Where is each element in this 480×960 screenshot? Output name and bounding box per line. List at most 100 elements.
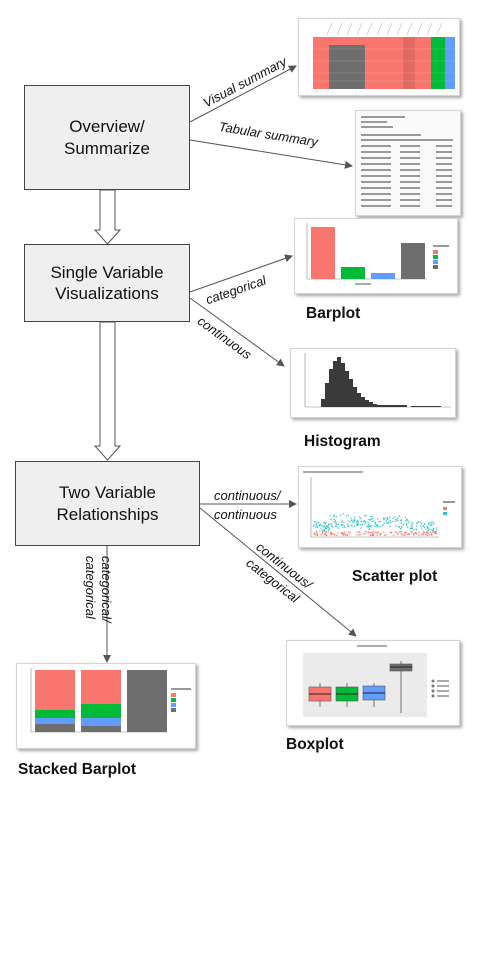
scatter-point: [316, 531, 318, 534]
scatter-point: [313, 524, 315, 526]
scatter-point: [358, 531, 360, 533]
scatter-point: [432, 531, 434, 533]
scatter-point: [346, 534, 349, 536]
scatter-point: [357, 520, 359, 522]
scatter-point: [327, 523, 329, 525]
scatter-point: [363, 533, 365, 535]
scatter-point: [360, 527, 362, 529]
scatter-point: [324, 527, 327, 529]
scatter-point: [408, 534, 411, 536]
scatter-point: [352, 521, 354, 523]
scatter-point: [427, 532, 429, 534]
scatter-point: [356, 534, 358, 536]
scatter-point: [427, 529, 430, 531]
scatter-point: [368, 525, 371, 527]
scatter-point: [400, 530, 402, 532]
scatter-point: [425, 528, 427, 530]
scatter-point: [321, 532, 323, 535]
scatter-point: [427, 525, 429, 527]
scatter-point: [333, 521, 335, 523]
scatter-point: [366, 525, 368, 527]
scatter-point: [355, 521, 357, 523]
scatter-point: [417, 532, 419, 534]
scatter-point: [379, 525, 382, 527]
scatter-point: [383, 518, 385, 520]
scatter-point: [429, 531, 431, 533]
scatter-point: [392, 517, 394, 520]
scatter-point: [398, 526, 400, 528]
scatter-point: [392, 520, 394, 522]
scatter-point: [404, 534, 406, 536]
scatter-point: [341, 521, 343, 523]
scatter-point: [384, 517, 387, 519]
scatter-point: [431, 534, 433, 536]
scatter-point: [417, 521, 419, 524]
scatter-point: [368, 529, 370, 531]
scatter-point: [387, 521, 389, 523]
scatter-point: [341, 524, 343, 526]
scatter-point: [357, 524, 359, 526]
scatter-point: [335, 522, 337, 524]
caption-stacked-barplot: Stacked Barplot: [18, 761, 137, 778]
scatter-point: [408, 521, 410, 523]
scatter-point: [411, 522, 413, 524]
scatter-point: [356, 522, 358, 525]
scatter-point: [362, 523, 364, 526]
scatter-point: [401, 526, 403, 529]
scatter-point: [376, 534, 378, 536]
scatter-point: [371, 518, 373, 520]
scatter-point: [398, 515, 400, 517]
scatter-point: [402, 534, 404, 536]
caption-barplot: Barplot: [306, 305, 361, 322]
scatter-point: [429, 521, 432, 524]
scatter-point: [383, 522, 385, 524]
scatter-point: [395, 518, 397, 520]
scatter-point: [385, 521, 387, 523]
scatter-point: [349, 531, 351, 533]
scatter-point: [325, 523, 327, 525]
scatter-point: [391, 531, 393, 534]
scatter-point: [367, 526, 370, 528]
edge-label-cat-cat-line1: categorical/: [99, 556, 114, 623]
scatter-point: [397, 517, 399, 519]
scatter-point: [398, 531, 400, 533]
scatter-point: [418, 534, 420, 536]
scatter-point: [435, 527, 437, 529]
scatter-point: [342, 526, 344, 528]
scatter-point: [389, 526, 391, 528]
scatter-point: [345, 534, 347, 536]
scatter-point: [316, 524, 318, 526]
scatter-point: [326, 527, 328, 530]
scatter-point: [412, 522, 414, 524]
scatter-point: [405, 531, 407, 534]
scatter-point: [361, 521, 363, 523]
scatter-point: [406, 523, 408, 525]
scatter-point: [334, 525, 336, 527]
scatter-point: [378, 521, 380, 523]
scatter-point: [323, 522, 325, 524]
scatter-point: [371, 515, 373, 518]
scatter-point: [394, 520, 396, 522]
scatter-point: [400, 522, 403, 524]
scatter-point: [370, 534, 372, 536]
scatter-point: [353, 525, 355, 527]
scatter-point: [387, 518, 389, 520]
scatter-point: [373, 532, 375, 534]
thumbnail-barplot: [294, 218, 458, 294]
scatter-point: [349, 521, 351, 523]
scatter-point: [395, 531, 397, 533]
down-arrow-1: [93, 189, 122, 245]
scatter-point: [350, 520, 353, 522]
scatter-point: [431, 533, 433, 535]
caption-boxplot: Boxplot: [286, 736, 344, 753]
scatter-point: [327, 525, 329, 527]
scatter-point: [335, 525, 337, 527]
scatter-point: [422, 531, 425, 533]
scatter-point: [339, 514, 342, 516]
scatter-point: [423, 532, 425, 535]
scatter-point: [404, 533, 406, 535]
scatter-point: [426, 531, 428, 533]
scatter-point: [400, 525, 403, 527]
scatter-point: [323, 525, 325, 527]
scatter-point: [342, 533, 344, 535]
